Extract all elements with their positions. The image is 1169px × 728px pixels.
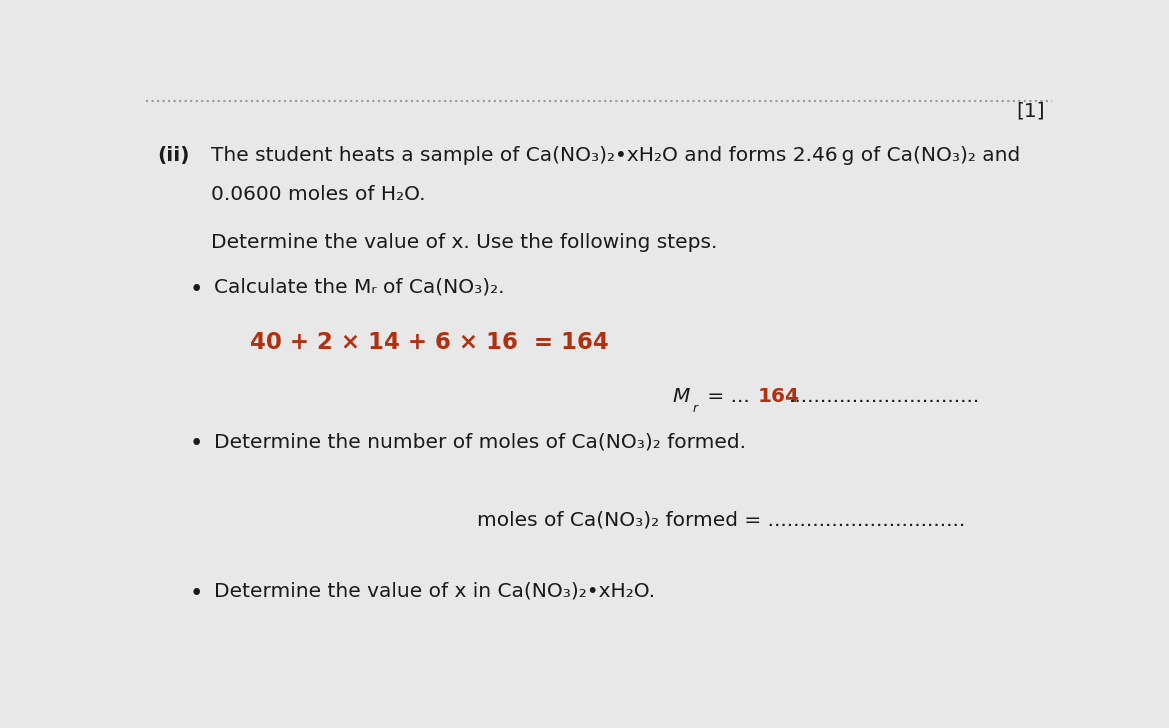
Text: Determine the number of moles of Ca(NO₃)₂ formed.: Determine the number of moles of Ca(NO₃)… xyxy=(214,432,746,451)
Text: 40 + 2 × 14 + 6 × 16  = 164: 40 + 2 × 14 + 6 × 16 = 164 xyxy=(250,331,609,355)
Text: •: • xyxy=(189,432,203,455)
Text: Determine the value of x. Use the following steps.: Determine the value of x. Use the follow… xyxy=(212,233,718,252)
Text: $_{r}$: $_{r}$ xyxy=(692,397,699,416)
Text: •: • xyxy=(189,278,203,301)
Text: Determine the value of x in Ca(NO₃)₂•xH₂O.: Determine the value of x in Ca(NO₃)₂•xH₂… xyxy=(214,582,655,601)
Text: The student heats a sample of Ca(NO₃)₂•xH₂O and forms 2.46 g of Ca(NO₃)₂ and: The student heats a sample of Ca(NO₃)₂•x… xyxy=(212,146,1021,165)
Text: $M$: $M$ xyxy=(671,387,691,406)
Text: Calculate the Mᵣ of Ca(NO₃)₂.: Calculate the Mᵣ of Ca(NO₃)₂. xyxy=(214,278,505,297)
Text: 164: 164 xyxy=(758,387,800,406)
Text: moles of Ca(NO₃)₂ formed = ...............................: moles of Ca(NO₃)₂ formed = .............… xyxy=(477,510,966,529)
Text: [1]: [1] xyxy=(1016,101,1045,120)
Text: (ii): (ii) xyxy=(157,146,189,165)
Text: ..............................: .............................. xyxy=(789,387,981,406)
Text: 0.0600 moles of H₂O.: 0.0600 moles of H₂O. xyxy=(212,186,426,205)
Text: = ...: = ... xyxy=(701,387,750,406)
Text: •: • xyxy=(189,582,203,605)
